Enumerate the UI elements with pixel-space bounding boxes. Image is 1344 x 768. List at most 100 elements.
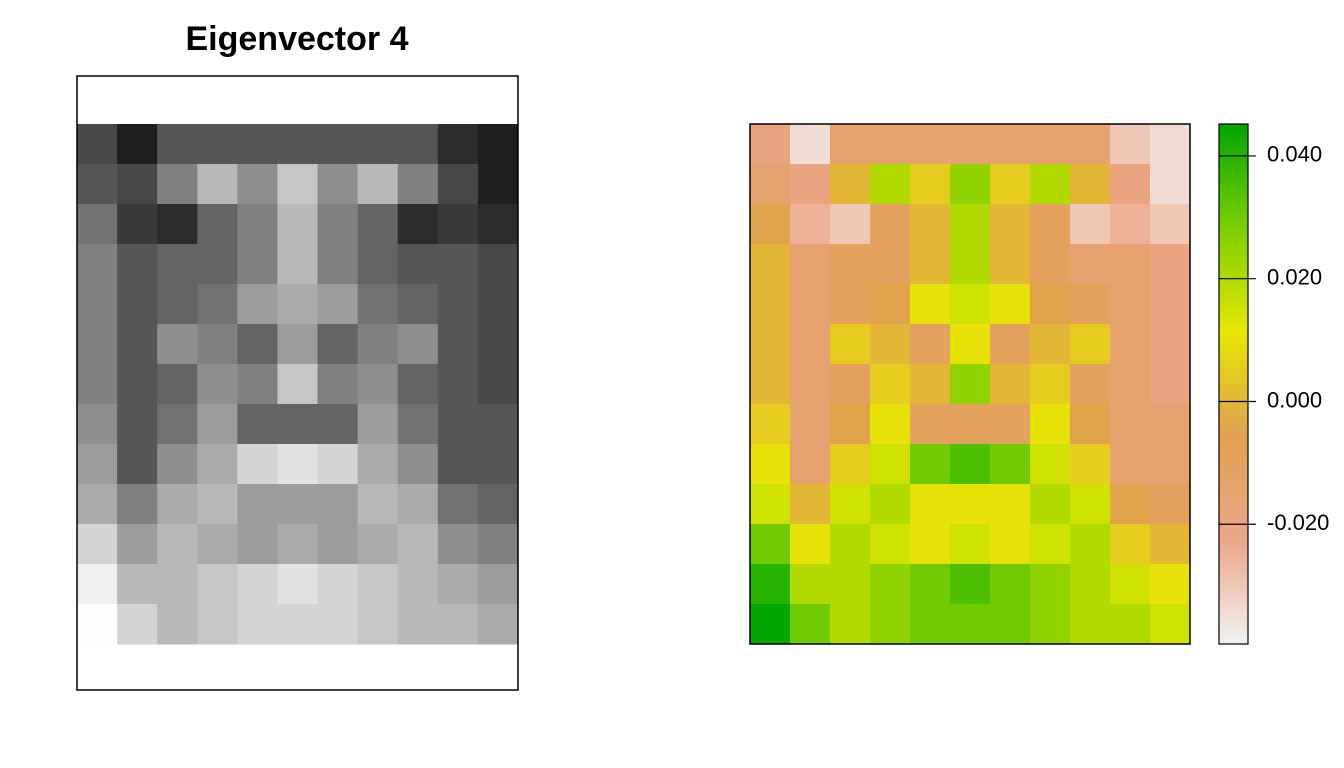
cell bbox=[117, 444, 158, 485]
cell bbox=[990, 444, 1031, 485]
cell bbox=[277, 324, 319, 365]
cell bbox=[750, 444, 791, 485]
cell bbox=[397, 324, 439, 365]
cell bbox=[277, 484, 319, 525]
cell bbox=[790, 444, 831, 485]
cell bbox=[830, 204, 871, 245]
cell bbox=[77, 244, 118, 285]
cell bbox=[1070, 564, 1111, 605]
cell bbox=[397, 244, 439, 285]
cell bbox=[870, 244, 911, 285]
cell bbox=[1070, 484, 1111, 525]
cell bbox=[317, 324, 359, 365]
cell bbox=[1110, 564, 1151, 605]
cell bbox=[237, 324, 278, 365]
cell bbox=[830, 364, 871, 405]
cell bbox=[990, 164, 1031, 205]
cell bbox=[990, 284, 1031, 325]
cell bbox=[117, 244, 158, 285]
cell bbox=[437, 604, 479, 645]
cell bbox=[197, 244, 238, 285]
cell bbox=[397, 364, 439, 405]
cell bbox=[157, 164, 198, 205]
cell bbox=[317, 244, 359, 285]
cell bbox=[910, 244, 951, 285]
cell bbox=[437, 444, 479, 485]
cell bbox=[437, 484, 479, 525]
cell bbox=[277, 284, 319, 325]
cell bbox=[237, 124, 278, 165]
cell bbox=[77, 164, 118, 205]
cell bbox=[237, 164, 278, 205]
cell bbox=[117, 404, 158, 445]
cell bbox=[437, 244, 479, 285]
cell bbox=[1030, 124, 1071, 165]
cell bbox=[317, 164, 359, 205]
cell bbox=[357, 284, 399, 325]
cell bbox=[157, 604, 198, 645]
cell bbox=[237, 564, 278, 605]
cell bbox=[317, 404, 359, 445]
cell bbox=[317, 204, 359, 245]
cell bbox=[1030, 604, 1071, 645]
cell bbox=[197, 204, 238, 245]
cell bbox=[437, 204, 479, 245]
cell bbox=[317, 564, 359, 605]
cell bbox=[750, 404, 791, 445]
cell bbox=[1150, 524, 1191, 565]
cell bbox=[197, 124, 238, 165]
cell bbox=[437, 124, 479, 165]
cell bbox=[1150, 564, 1191, 605]
cell bbox=[77, 404, 118, 445]
cell bbox=[950, 524, 991, 565]
cell bbox=[790, 204, 831, 245]
cell bbox=[397, 284, 439, 325]
cell bbox=[157, 564, 198, 605]
cell bbox=[910, 204, 951, 245]
cell bbox=[237, 524, 278, 565]
cell bbox=[157, 324, 198, 365]
cell bbox=[910, 364, 951, 405]
cell bbox=[317, 604, 359, 645]
cell bbox=[1110, 204, 1151, 245]
cell bbox=[1110, 364, 1151, 405]
cell bbox=[750, 364, 791, 405]
cell bbox=[197, 404, 238, 445]
cell bbox=[750, 164, 791, 205]
cell bbox=[357, 124, 399, 165]
cell bbox=[1030, 564, 1071, 605]
cell bbox=[870, 404, 911, 445]
cell bbox=[277, 604, 319, 645]
chart-title: Eigenvector 4 bbox=[186, 20, 409, 58]
cell bbox=[357, 164, 399, 205]
cell bbox=[1110, 284, 1151, 325]
cell bbox=[1030, 284, 1071, 325]
cell bbox=[477, 364, 519, 405]
cell bbox=[277, 364, 319, 405]
cell bbox=[1030, 524, 1071, 565]
cell bbox=[477, 124, 519, 165]
cell bbox=[1070, 324, 1111, 365]
cell bbox=[790, 404, 831, 445]
cell bbox=[990, 564, 1031, 605]
cell bbox=[77, 524, 118, 565]
cell bbox=[910, 524, 951, 565]
cell bbox=[197, 324, 238, 365]
cell bbox=[237, 604, 278, 645]
cell bbox=[1150, 124, 1191, 165]
cell bbox=[477, 444, 519, 485]
cell bbox=[357, 244, 399, 285]
cell bbox=[1030, 444, 1071, 485]
cell bbox=[357, 364, 399, 405]
colorbar-tick-label: 0.020 bbox=[1267, 265, 1322, 290]
cell bbox=[237, 444, 278, 485]
cell bbox=[397, 204, 439, 245]
cell bbox=[1070, 524, 1111, 565]
cell bbox=[950, 404, 991, 445]
cell bbox=[950, 284, 991, 325]
colorbar bbox=[1218, 123, 1249, 645]
cells bbox=[77, 124, 1191, 645]
image-frame bbox=[76, 75, 519, 691]
cell bbox=[277, 244, 319, 285]
